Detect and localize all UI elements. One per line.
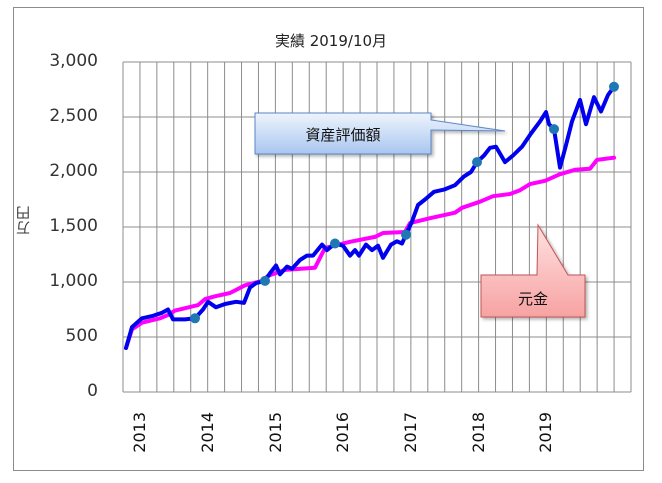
y-tick-label: 2,000 — [49, 161, 98, 181]
asset-callout-shape — [254, 112, 506, 155]
y-tick-label: 0 — [87, 381, 98, 401]
y-tick-label: 1,500 — [49, 216, 98, 236]
asset-callout-label: 資産評価額 — [305, 126, 381, 144]
data-point-marker — [260, 275, 270, 286]
y-tick-label: 500 — [65, 326, 98, 346]
principal-callout-label: 元金 — [517, 290, 548, 308]
data-point-marker — [190, 313, 200, 324]
y-tick-label: 3,000 — [49, 51, 98, 71]
data-point-marker — [401, 229, 411, 240]
y-tick-label: 2,500 — [49, 106, 98, 126]
asset-series-markers — [190, 81, 619, 324]
asset-series-line — [124, 84, 616, 350]
data-point-marker — [609, 81, 619, 92]
principal-callout-shape — [480, 223, 586, 318]
grid-lines — [122, 61, 632, 393]
y-tick-label: 1,000 — [49, 271, 98, 291]
chart-title: 実績 2019/10月 — [274, 32, 388, 50]
data-point-marker — [472, 157, 482, 168]
data-point-marker — [330, 238, 340, 249]
data-point-marker — [549, 124, 559, 135]
principal-series-line — [124, 155, 616, 350]
